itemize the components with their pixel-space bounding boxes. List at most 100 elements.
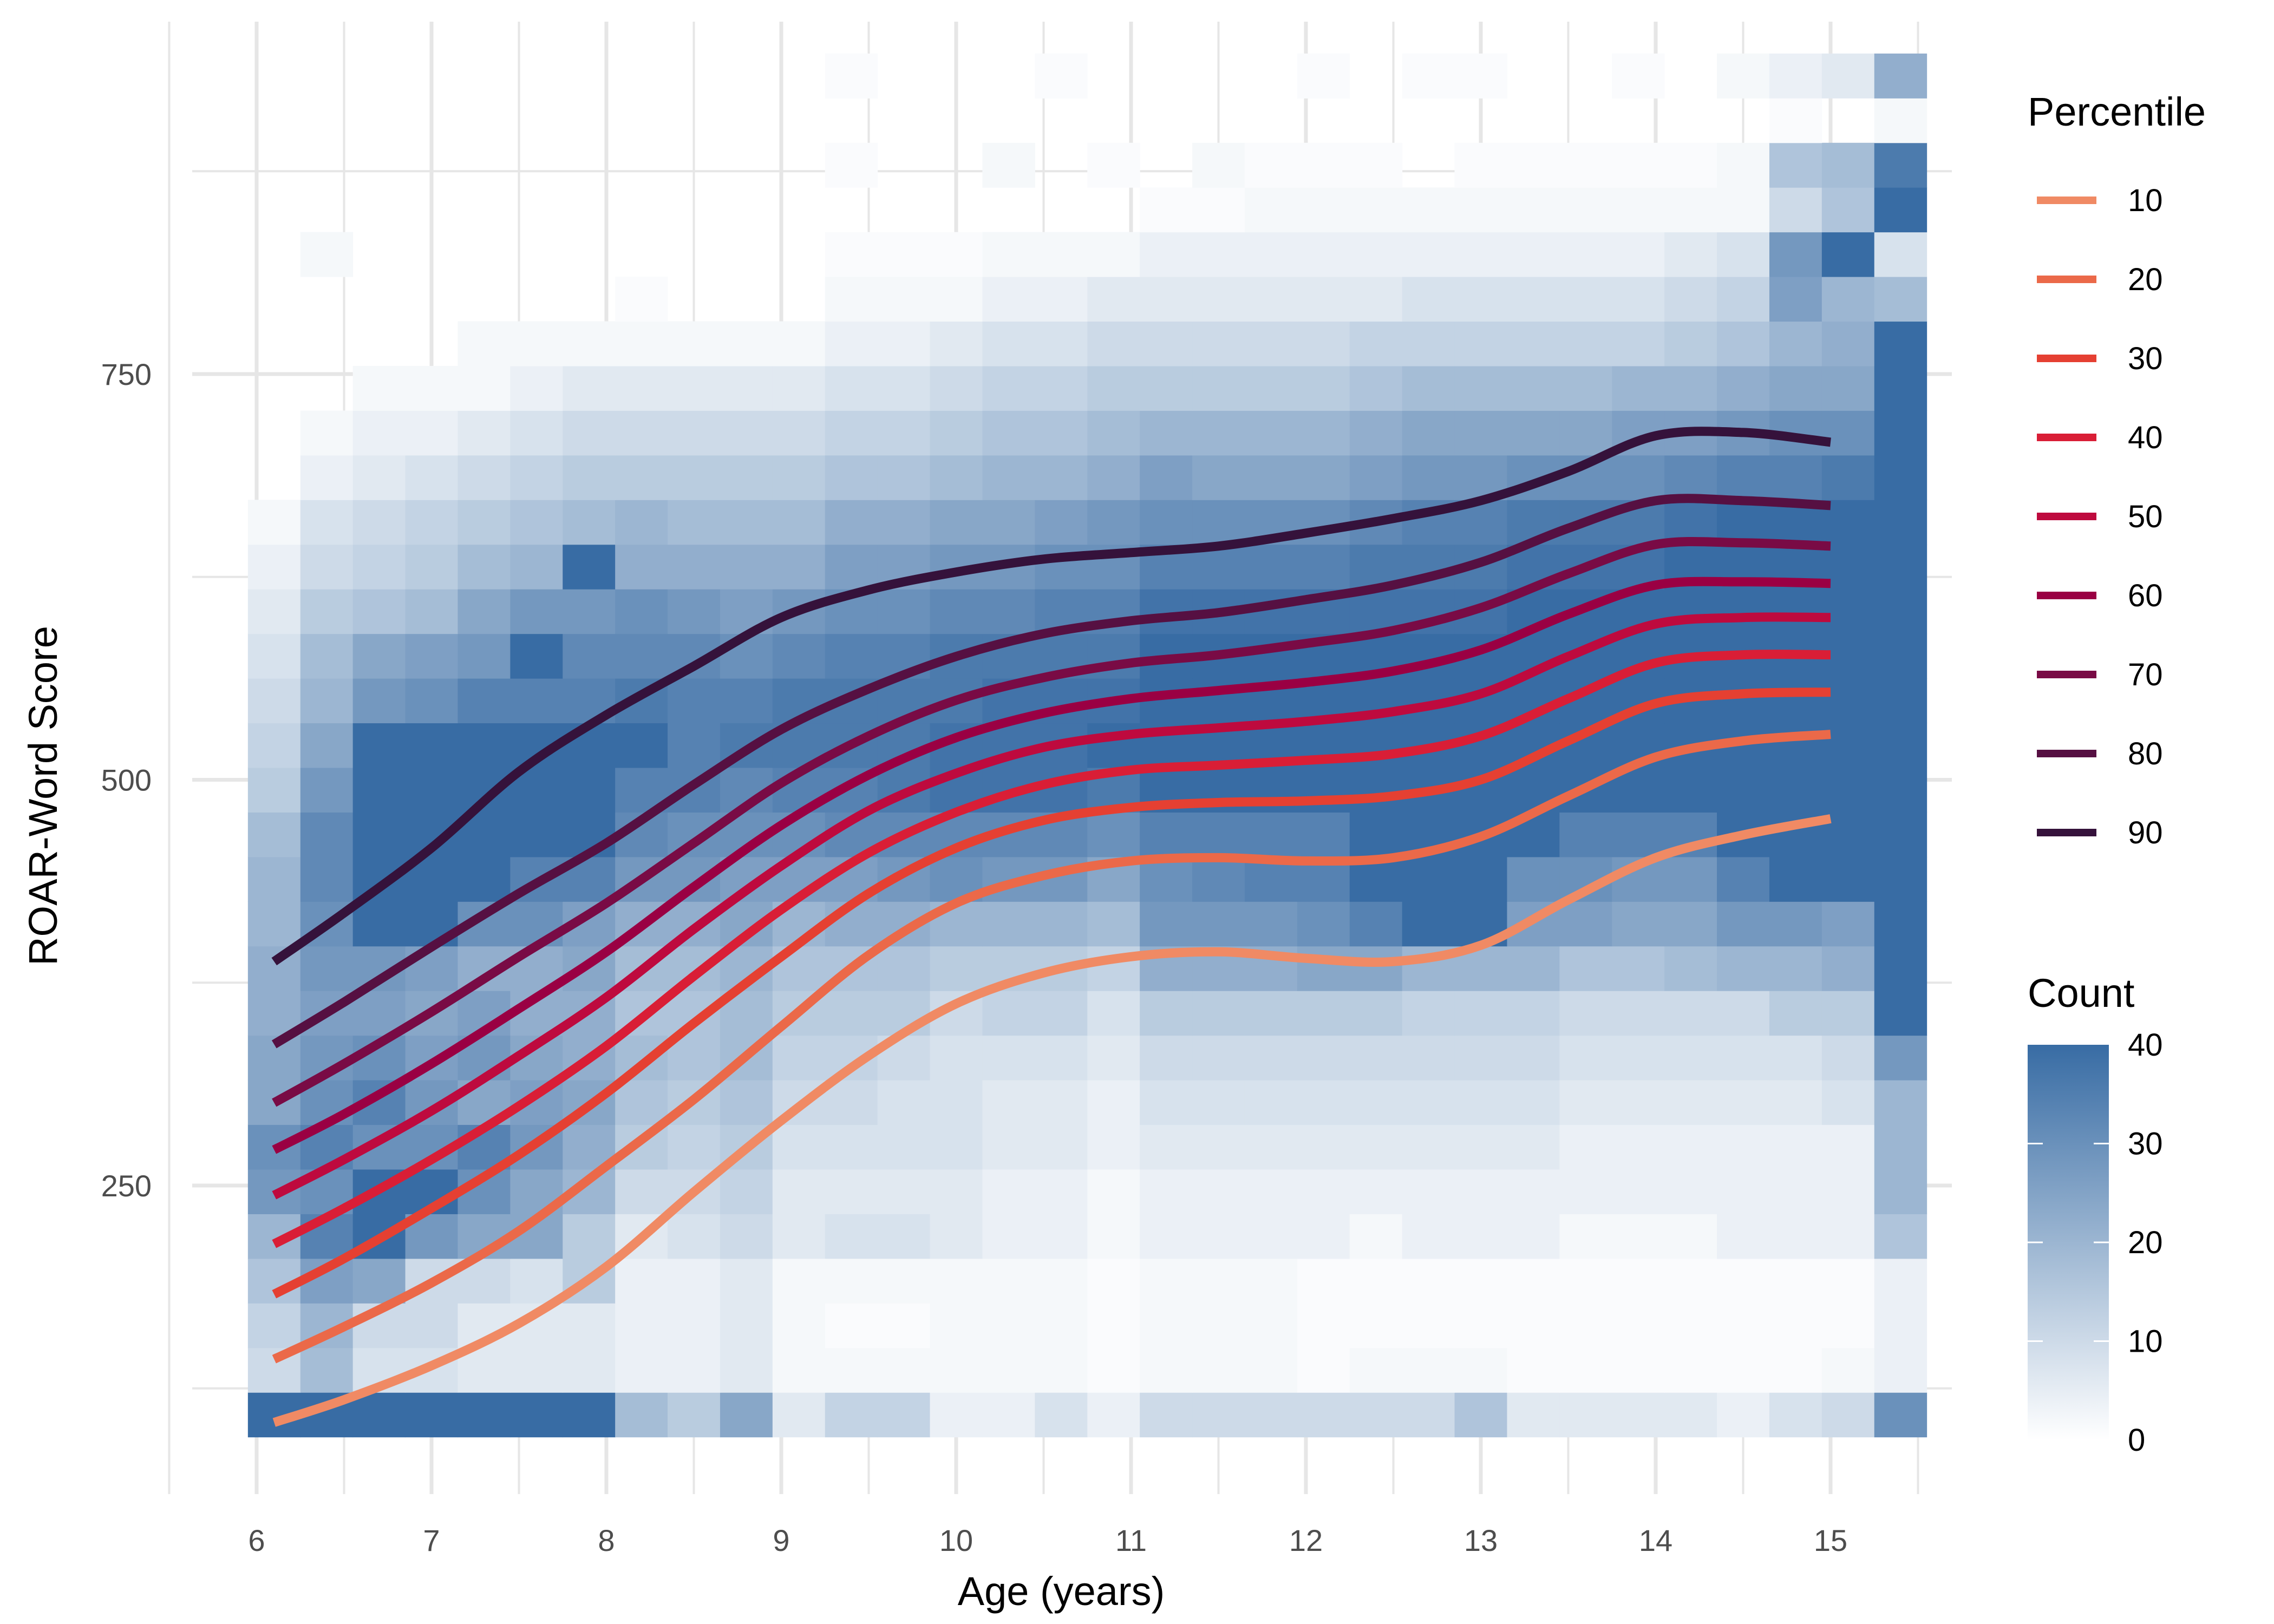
heatmap-tile [510, 1392, 563, 1438]
heatmap-tile [1559, 277, 1612, 322]
heatmap-tile [720, 544, 773, 590]
heatmap-tile [1612, 1214, 1665, 1259]
heatmap-tile [1769, 1347, 1822, 1393]
heatmap-tile [825, 277, 878, 322]
heatmap-tile [825, 366, 878, 411]
percentile-curve-60 [272, 577, 1831, 1154]
heatmap-tile [877, 321, 931, 366]
heatmap-tile [1717, 901, 1770, 947]
heatmap-tile [1402, 321, 1455, 366]
heatmap-tile [930, 455, 983, 500]
heatmap-tile [1035, 991, 1088, 1036]
heatmap-tile [510, 812, 563, 857]
percentile-curve-50 [272, 612, 1831, 1200]
heatmap-tile [510, 1258, 563, 1304]
heatmap-tile [1769, 1124, 1822, 1170]
heatmap-tile [1769, 723, 1822, 768]
heatmap-tile [1717, 768, 1770, 813]
heatmap-tile [1192, 321, 1245, 366]
heatmap-tile [982, 1258, 1035, 1304]
heatmap-tile [1769, 991, 1822, 1036]
heatmap-tile [1769, 321, 1822, 366]
heatmap-tile [1035, 1080, 1088, 1125]
x-tick-label: 8 [598, 1523, 615, 1557]
heatmap-tile [1192, 1303, 1245, 1348]
heatmap-tile [563, 544, 616, 590]
heatmap-tile [1402, 1303, 1455, 1348]
heatmap-tile [1717, 589, 1770, 634]
heatmap-tile [720, 321, 773, 366]
x-tick-label: 9 [773, 1523, 789, 1557]
heatmap-tile [1507, 1169, 1560, 1214]
heatmap-tile [1192, 901, 1245, 947]
heatmap-tile [405, 768, 458, 813]
heatmap-tile [1402, 1392, 1455, 1438]
heatmap-tile [1769, 277, 1822, 322]
heatmap-tile [720, 500, 773, 545]
heatmap-tile [1192, 1392, 1245, 1438]
percentile-curve-40 [272, 650, 1831, 1248]
heatmap-tile [1140, 366, 1193, 411]
heatmap-tile [1664, 366, 1717, 411]
heatmap-tile [930, 232, 983, 277]
heatmap-tile [1507, 187, 1560, 233]
heatmap-tile [1349, 142, 1403, 188]
heatmap-tile [825, 1392, 878, 1438]
heatmap-tile [1244, 812, 1298, 857]
heatmap-tile [1192, 856, 1245, 902]
heatmap-tile [877, 1124, 931, 1170]
heatmap-tile [668, 1258, 721, 1304]
heatmap-tile [1821, 1303, 1875, 1348]
heatmap-tile [825, 633, 878, 679]
heatmap-tile [1349, 455, 1403, 500]
heatmap-tile [1769, 232, 1822, 277]
heatmap-tile [825, 1214, 878, 1259]
heatmap-tile [1244, 187, 1298, 233]
heatmap-tile [1769, 678, 1822, 724]
heatmap-tile [1612, 142, 1665, 188]
heatmap-tile [352, 812, 406, 857]
heatmap-tile [1244, 544, 1298, 590]
heatmap-tile [1559, 1169, 1612, 1214]
heatmap-tile [825, 232, 878, 277]
heatmap-tile [1349, 768, 1403, 813]
count-legend-label: 40 [2128, 1027, 2163, 1063]
x-tick-label: 13 [1464, 1523, 1498, 1557]
heatmap-tile [352, 901, 406, 947]
heatmap-tile [1244, 142, 1298, 188]
heatmap-tile [1769, 1169, 1822, 1214]
heatmap-tile [772, 1258, 826, 1304]
heatmap-tile [1507, 1347, 1560, 1393]
heatmap-tile [930, 589, 983, 634]
y-axis-title: ROAR-Word Score [21, 626, 66, 966]
heatmap-tile [1297, 500, 1350, 545]
heatmap-tile [1664, 589, 1717, 634]
heatmap-tile [1297, 142, 1350, 188]
heatmap-tile [1297, 812, 1350, 857]
heatmap-tile [1454, 277, 1507, 322]
heatmap-tile [1297, 187, 1350, 233]
count-legend-label: 20 [2128, 1225, 2163, 1260]
heatmap-tile [615, 723, 668, 768]
heatmap-tile [1297, 366, 1350, 411]
heatmap-tile [247, 768, 301, 813]
heatmap-tile [772, 1124, 826, 1170]
heatmap-tile [1769, 901, 1822, 947]
heatmap-tile [1559, 1392, 1612, 1438]
heatmap-tile [1297, 410, 1350, 456]
heatmap-tile [1874, 991, 1927, 1036]
heatmap-tile [825, 544, 878, 590]
heatmap-tile [772, 544, 826, 590]
heatmap-tile [1244, 455, 1298, 500]
heatmap-tile [1297, 277, 1350, 322]
heatmap-tile [1874, 1214, 1927, 1259]
heatmap-tile [1717, 321, 1770, 366]
heatmap-tile [300, 455, 354, 500]
heatmap-tile [1140, 321, 1193, 366]
heatmap-tile [1140, 410, 1193, 456]
heatmap-tile [1874, 946, 1927, 991]
heatmap-tile [1297, 1080, 1350, 1125]
heatmap-tile [877, 277, 931, 322]
heatmap-tile [563, 500, 616, 545]
heatmap-tile [1559, 187, 1612, 233]
